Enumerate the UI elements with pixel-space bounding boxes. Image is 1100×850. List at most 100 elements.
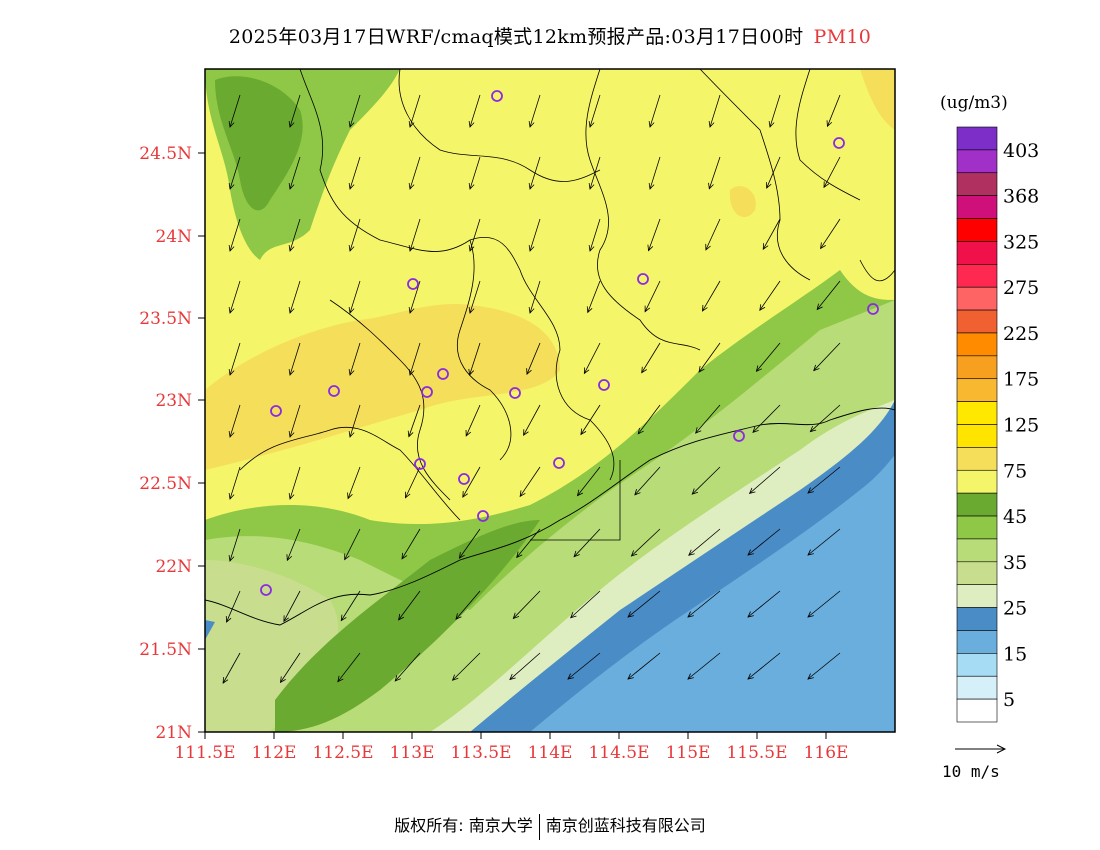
wind-arrow [405,466,421,498]
wind-arrow-head [708,182,714,190]
wind-arrow-head [809,425,817,433]
wind-arrow-head [634,489,641,496]
title-text: 2025年03月17日WRF/cmaq模式12km预报产品:03月17日00时 [228,26,804,48]
wind-arrow-head [586,306,593,314]
station-marker [553,457,565,469]
legend-swatch [956,584,998,608]
wind-arrow [289,156,301,190]
station-marker [733,430,745,442]
wind-arrow [337,652,361,682]
wind-arrow-head [288,431,295,438]
wind-arrow [222,652,241,684]
wind-arrow [687,590,721,618]
wind-arrow-head [468,121,475,128]
wind-arrow [641,342,661,373]
wind-arrow [226,590,241,623]
legend-swatch [956,195,998,219]
wind-arrow [807,590,841,618]
wind-arrow [462,466,481,498]
wind-arrow [229,280,241,314]
legend-swatch [956,264,998,288]
legend-swatch [956,149,998,174]
lat-tick-label: 21N [155,723,192,743]
station-marker [867,303,879,315]
wind-arrow-head [222,677,229,684]
legend-swatch [956,653,998,677]
legend-swatch [956,241,998,265]
wind-arrow [349,404,361,438]
wind-arrow-head [698,366,705,373]
wind-arrow [469,156,481,190]
wind-arrow-head [648,183,655,190]
wind-arrow [229,94,241,128]
wind-arrow-head [762,243,769,250]
legend-swatch [956,218,998,242]
wind-arrow [529,218,541,252]
legend-swatch [956,538,998,563]
wind-arrow [631,528,661,557]
wind-arrow-head [752,426,759,434]
wind-arrow-head [348,307,355,314]
wind-arrow-head [288,369,295,376]
wind-arrow-head [807,549,814,556]
wind-arrow-head [695,427,702,434]
wind-arrow-head [468,307,475,314]
wind-arrow-head [647,244,654,252]
wind-scale-arrow [955,744,1007,754]
legend-label: 25 [1003,598,1027,620]
wind-arrow-head [755,365,763,373]
station-marker [509,387,521,399]
coastline [205,407,895,626]
wind-arrow [583,342,601,374]
wind-arrow-head [228,431,235,438]
lon-tick-label: 115.5E [726,743,787,763]
copyright-footer: 版权所有: 南京大学 南京创蓝科技有限公司 [0,812,1100,840]
field-patch [530,455,895,732]
station-marker [414,458,426,470]
wind-arrow [705,218,721,251]
wind-arrow-head [468,368,475,376]
wind-arrow [469,94,481,128]
station-marker [328,385,340,397]
wind-arrow [286,528,301,561]
wind-arrow [229,404,241,438]
wind-arrow-head [627,611,634,618]
wind-arrow [401,528,421,560]
legend-swatch [956,378,998,402]
wind-scale-label: 10 m/s [942,762,1000,781]
wind-arrow-head [408,121,415,128]
wind-arrow-head [337,675,344,683]
wind-arrow [469,218,481,252]
wind-arrow [516,528,541,558]
legend-swatch [956,401,998,425]
wind-arrow-head [748,487,756,495]
color-legend: 403 368 325 275 225 175 125 75 45 35 25 15 5 [956,126,1039,723]
wind-arrow [394,652,421,682]
wind-arrow-head [523,429,529,437]
legend-label: 15 [1003,643,1027,665]
legend-swatch [956,424,998,448]
wind-arrow-head [288,183,295,190]
legend-swatch [956,172,998,196]
wind-arrow-head [401,552,408,560]
wind-arrow-head [468,183,475,190]
wind-arrow [577,466,601,496]
wind-arrow [469,342,481,376]
station-marker [437,368,449,380]
longitude-axis: 111.5E 112E 112.5E 113E 113.5E 114E 114.5E 115E… [174,732,848,763]
field-patch [215,76,303,211]
legend-swatch [956,355,998,380]
wind-arrow [820,218,841,249]
wind-arrow [756,342,781,372]
wind-arrow [509,652,541,680]
wind-arrow-head [408,183,415,190]
wind-arrow [529,94,541,128]
wind-arrow-head [691,488,699,495]
legend-label: 175 [1003,369,1039,391]
lon-tick-label: 114E [528,743,573,763]
wind-arrows [222,94,841,684]
wind-arrow [229,218,241,252]
wind-arrow-head [228,493,235,500]
wind-arrow-head [820,242,826,250]
legend-label: 35 [1003,552,1027,574]
